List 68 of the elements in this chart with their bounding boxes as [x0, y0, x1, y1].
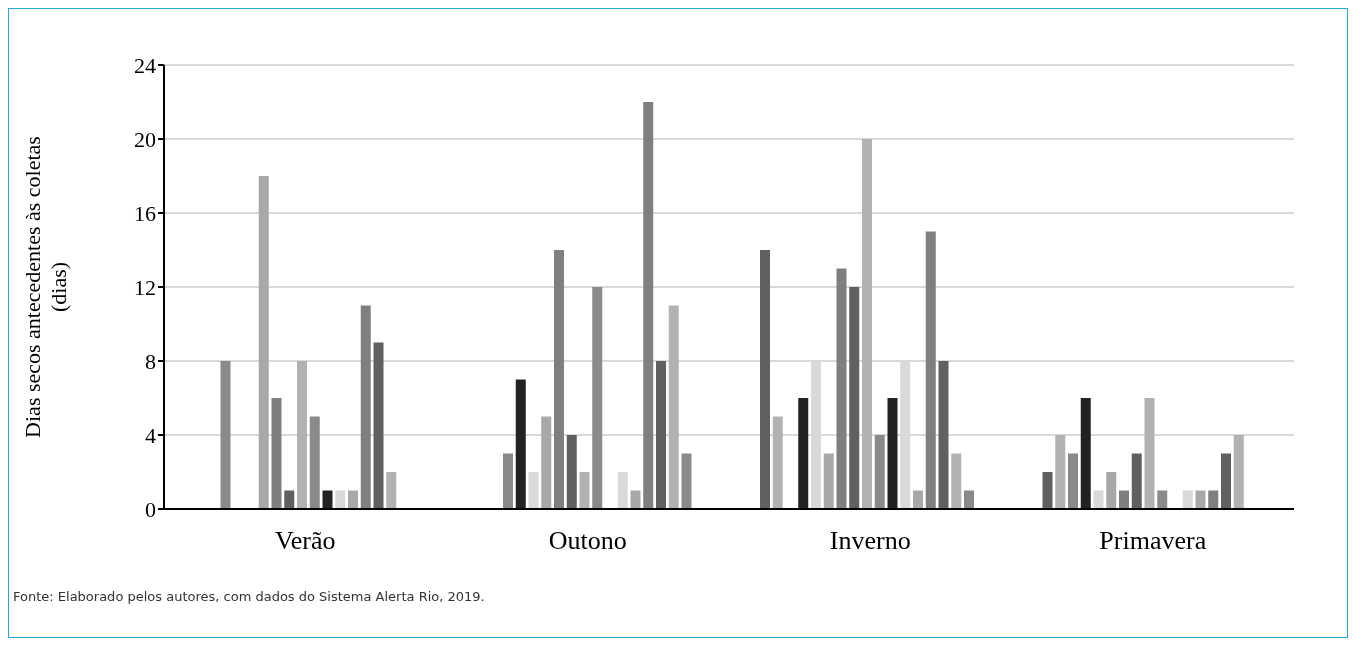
bar	[925, 231, 936, 509]
y-tick-label: 16	[134, 200, 156, 226]
bar	[271, 398, 282, 509]
bar	[1157, 490, 1168, 509]
bar	[1055, 435, 1066, 509]
bar	[348, 490, 358, 509]
bar	[386, 472, 397, 509]
bar	[258, 176, 269, 509]
bar	[1080, 398, 1091, 509]
bar	[964, 490, 974, 509]
y-tick-label: 0	[145, 496, 156, 522]
bar	[1119, 490, 1129, 509]
bar	[566, 435, 577, 509]
x-tick-label: Primavera	[1099, 526, 1207, 556]
bar	[1144, 398, 1155, 509]
bar	[630, 490, 641, 509]
y-tick-label: 8	[145, 348, 156, 374]
bar	[938, 361, 949, 509]
bar	[284, 490, 295, 509]
bar	[862, 139, 872, 509]
y-tick-label: 20	[134, 126, 156, 152]
y-axis-title: Dias secos antecedentes às coletas (dias)	[20, 136, 71, 438]
bar	[1221, 453, 1231, 509]
bar	[1182, 490, 1193, 509]
bar	[220, 361, 231, 509]
bar	[668, 305, 679, 509]
bar	[1233, 435, 1244, 509]
bar	[592, 287, 603, 509]
bar	[373, 342, 384, 509]
bar	[1106, 472, 1117, 509]
bar	[874, 435, 885, 509]
bar	[554, 250, 564, 509]
y-tick-label: 4	[145, 422, 156, 448]
bar	[297, 361, 307, 509]
y-tick-label: 24	[134, 52, 156, 78]
bar	[798, 398, 809, 509]
bar	[335, 490, 346, 509]
x-tick-label: Outono	[548, 526, 627, 556]
bar	[1131, 453, 1142, 509]
bar	[579, 472, 590, 509]
bar	[309, 416, 320, 509]
x-tick-label: Verão	[274, 526, 336, 556]
bar	[1195, 490, 1206, 509]
bar	[772, 416, 783, 509]
bar	[760, 250, 770, 509]
bar	[823, 453, 834, 509]
bar	[681, 453, 692, 509]
source-note: Fonte: Elaborado pelos autores, com dados do Sistema Alerta Rio, 2019.	[13, 589, 485, 604]
bar	[1208, 490, 1219, 509]
bar	[515, 379, 526, 509]
bar	[1042, 472, 1053, 509]
bar	[322, 490, 333, 509]
bar	[541, 416, 552, 509]
bar	[913, 490, 923, 509]
bar	[643, 102, 654, 509]
x-tick-label: Inverno	[829, 526, 911, 556]
bar	[849, 287, 860, 509]
bar	[503, 453, 513, 509]
bar	[887, 398, 898, 509]
bar	[656, 361, 666, 509]
bar	[951, 453, 962, 509]
bar	[836, 268, 847, 509]
bar	[528, 472, 539, 509]
bar	[1068, 453, 1078, 509]
bar	[1093, 490, 1104, 509]
bar	[617, 472, 628, 509]
bar	[360, 305, 371, 509]
y-tick-label: 12	[134, 274, 156, 300]
